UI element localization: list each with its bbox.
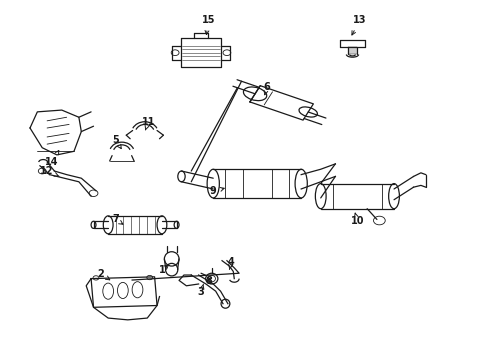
Text: 8: 8 [205,276,212,286]
Text: 7: 7 [112,215,123,224]
Text: 13: 13 [352,15,367,35]
Text: 2: 2 [98,269,110,280]
Text: 5: 5 [112,135,121,149]
Text: 15: 15 [201,15,215,35]
Text: 11: 11 [142,117,155,130]
Text: 14: 14 [45,150,59,167]
Text: 10: 10 [351,213,364,226]
Text: 6: 6 [264,82,270,95]
Text: 3: 3 [197,284,204,297]
Text: 4: 4 [228,257,235,270]
Text: 12: 12 [40,166,59,176]
Text: 9: 9 [210,186,224,197]
Text: 1: 1 [159,265,169,275]
